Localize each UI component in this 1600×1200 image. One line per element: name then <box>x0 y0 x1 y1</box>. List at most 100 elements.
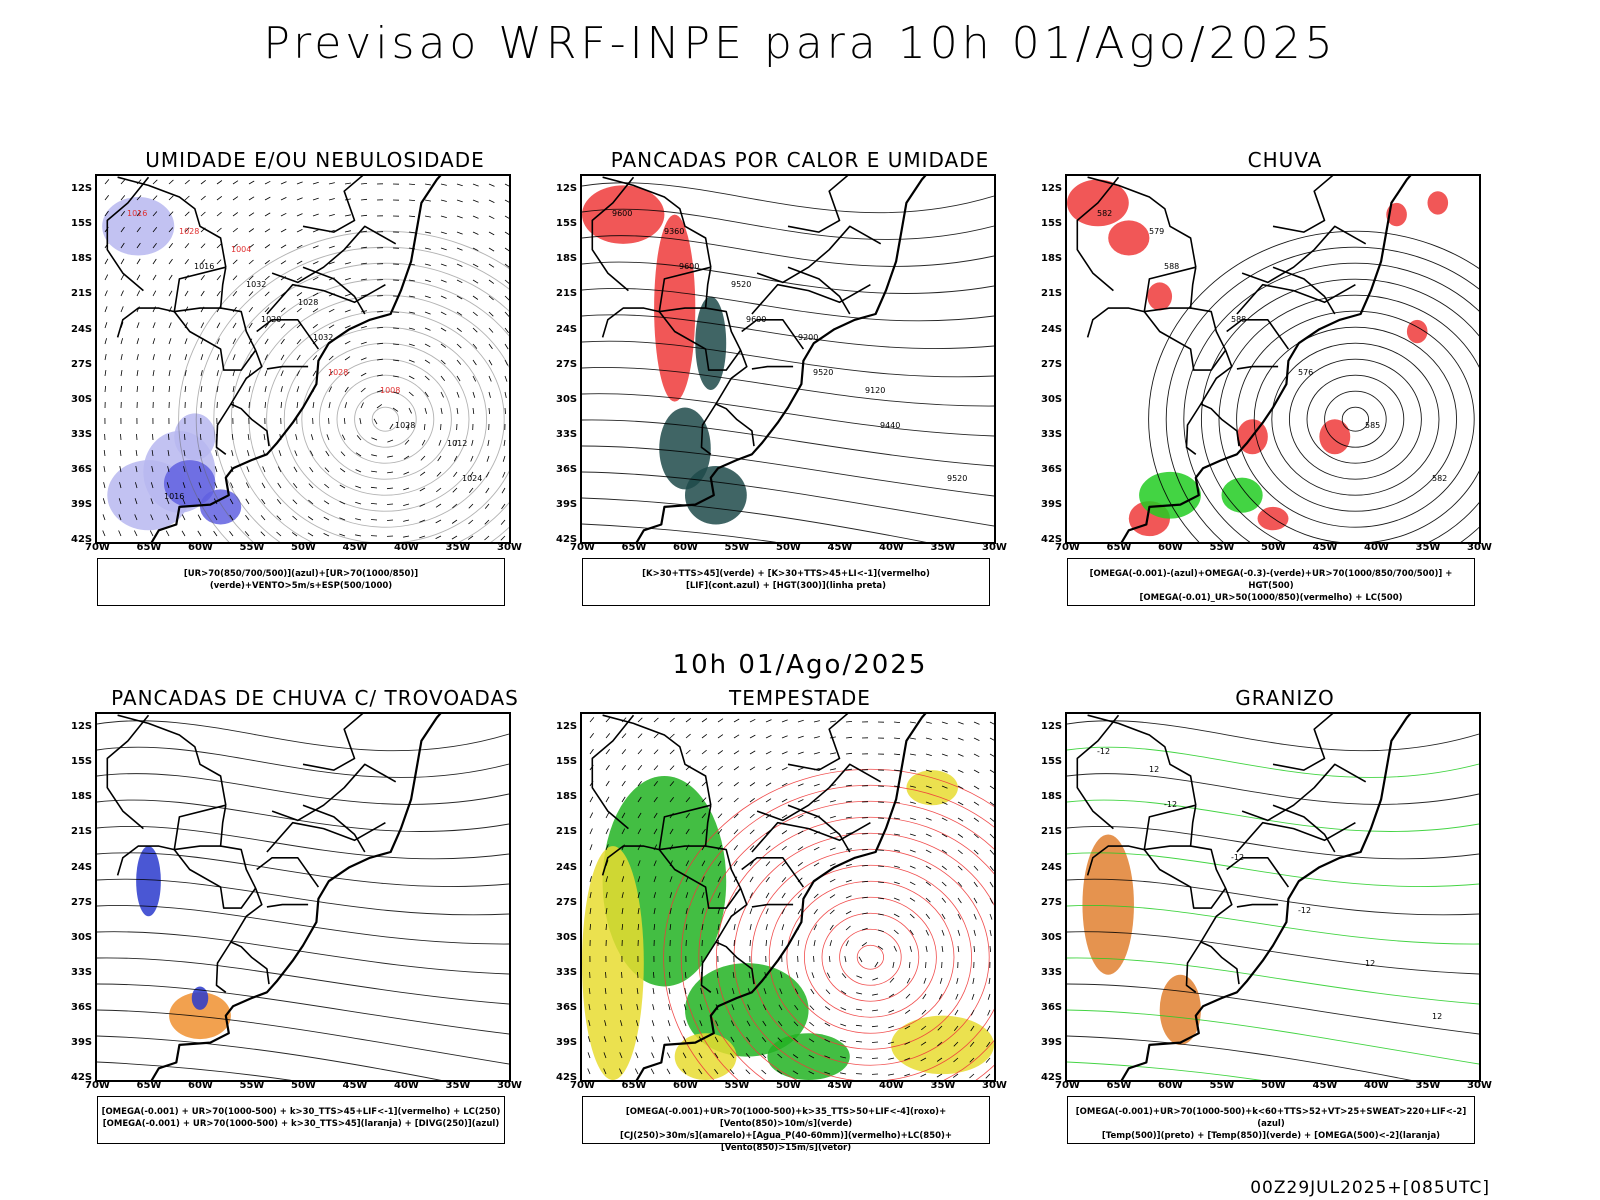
lat-tick-label: 24S <box>556 861 578 873</box>
panel-legend: [UR>70(850/700/500)](azul)+[UR>70(1000/8… <box>97 558 505 606</box>
lon-tick-label: 70W <box>85 1080 110 1091</box>
lat-tick-label: 42S <box>1041 534 1063 545</box>
lon-tick-label: 50W <box>291 1080 316 1091</box>
contour-label: 588 <box>1164 262 1179 271</box>
lat-tick-label: 39S <box>71 498 93 510</box>
contour-label: 1008 <box>380 386 400 395</box>
lat-tick-label: 15S <box>1041 756 1063 768</box>
lat-tick-label: 24S <box>71 861 93 873</box>
lat-tick-label: 21S <box>1041 826 1063 838</box>
lat-tick-label: 42S <box>556 1072 578 1083</box>
lon-tick-label: 70W <box>1055 1080 1080 1091</box>
panel-legend: [OMEGA(-0.001)+UR>70(1000-500)+k<60+TTS>… <box>1067 1096 1475 1144</box>
contour-lines <box>178 230 509 542</box>
panel-title: PANCADAS POR CALOR E UMIDADE <box>610 148 990 172</box>
lat-tick-label: 18S <box>71 791 93 803</box>
legend-line: [OMEGA(-0.001) + UR>70(1000-500) + k>30_… <box>102 1119 500 1129</box>
field-shade <box>102 197 175 256</box>
contour-label: 9440 <box>880 421 900 430</box>
coastline-borders <box>591 176 927 542</box>
lat-tick-label: 12S <box>1041 183 1063 195</box>
lon-tick-label: 65W <box>621 542 647 553</box>
contour-label: -12 <box>1298 906 1311 915</box>
lat-tick-label: 18S <box>556 791 578 803</box>
lon-tick-label: 65W <box>136 1080 162 1091</box>
legend-line: [CJ(250)>30m/s](amarelo)+[Agua_P(40-60mm… <box>619 1131 953 1153</box>
field-shade <box>1221 477 1263 513</box>
lon-tick-label: 55W <box>724 1080 750 1091</box>
lon-tick-label: 55W <box>724 542 750 553</box>
lon-tick-label: 35W <box>930 1080 956 1091</box>
contour-label: 1016 <box>127 209 147 218</box>
lat-tick-label: 30S <box>556 393 578 405</box>
panel-legend: [OMEGA(-0.001) + UR>70(1000-500) + k>30_… <box>97 1096 505 1144</box>
field-shade <box>136 846 161 917</box>
lat-tick-label: 27S <box>1041 896 1063 908</box>
lon-tick-label: 45W <box>342 542 368 553</box>
contour-label: -12 <box>1097 747 1110 756</box>
map-frame <box>95 712 511 1082</box>
lon-tick-label: 50W <box>291 542 316 553</box>
field-shade <box>1147 282 1173 311</box>
lon-tick-label: 50W <box>1261 542 1286 553</box>
coastline-borders <box>1076 176 1412 542</box>
lat-tick-label: 36S <box>556 1001 578 1013</box>
lon-tick-label: 65W <box>1106 542 1132 553</box>
lon-tick-label: 65W <box>1106 1080 1132 1091</box>
contour-label: 9200 <box>798 333 818 342</box>
lat-tick-label: 42S <box>1041 1072 1063 1083</box>
lat-tick-label: 27S <box>71 896 93 908</box>
contour-lines <box>663 768 994 1080</box>
lat-tick-label: 33S <box>71 966 93 978</box>
contour-lines <box>1067 720 1479 1080</box>
contour-label: 1032 <box>246 280 266 289</box>
lat-tick-label: 18S <box>1041 253 1063 265</box>
contour-label: 9520 <box>813 368 833 377</box>
contour-label: 9520 <box>947 474 967 483</box>
lon-tick-label: 45W <box>827 1080 853 1091</box>
contour-lines <box>1148 230 1479 542</box>
lon-tick-label: 60W <box>1158 1080 1183 1091</box>
coastline-borders <box>1076 714 1412 1080</box>
field-shade <box>1406 319 1428 344</box>
lon-tick-label: 60W <box>673 542 698 553</box>
legend-line: [OMEGA(-0.001)+UR>70(1000-500)+k>35_TTS>… <box>625 1107 947 1129</box>
panel-tempestade: TEMPESTADE 12S 15S 18S 21S 24S 27S 30S 33S 36S 39S… <box>556 686 1020 1156</box>
panel-legend: [OMEGA(-0.001)-(azul)+OMEGA(-0.3)-(verde… <box>1067 558 1475 606</box>
lat-tick-label: 30S <box>1041 393 1063 405</box>
contour-label: 1020 <box>261 315 281 324</box>
field-shade <box>685 465 747 525</box>
lat-tick-label: 30S <box>1041 931 1063 943</box>
lat-tick-label: 27S <box>556 896 578 908</box>
lon-tick-label: 30W <box>497 542 522 553</box>
panel-title: CHUVA <box>1247 148 1323 172</box>
contour-label: 9120 <box>865 386 885 395</box>
lat-tick-label: 15S <box>71 756 93 768</box>
panel-legend: [K>30+TTS>45](verde) + [K>30+TTS>45+LI<-… <box>582 558 990 606</box>
panel-umidade: UMIDADE E/OU NEBULOSIDADE 1016 1016 1020 102… <box>71 148 535 608</box>
contour-label: 12 <box>1432 1012 1442 1021</box>
legend-line: [OMEGA(-0.01)_UR>50(1000/850)(vermelho) … <box>1139 593 1403 603</box>
contour-label: 1028 <box>179 227 199 236</box>
field-shade <box>767 1033 850 1080</box>
field-shade <box>891 1015 994 1075</box>
lon-tick-label: 65W <box>136 542 162 553</box>
lat-tick-label: 12S <box>71 183 93 195</box>
lon-tick-label: 70W <box>570 1080 595 1091</box>
legend-line: [K>30+TTS>45](verde) + [K>30+TTS>45+LI<-… <box>642 569 930 579</box>
panel-pancadas-calor: PANCADAS POR CALOR E UMIDADE 9600 9600 9600… <box>556 148 1020 608</box>
map-frame: 9600 9600 9600 9520 9440 9520 9360 9520 9200 9120 <box>580 174 996 544</box>
lon-tick-label: 55W <box>1209 542 1235 553</box>
lon-tick-label: 55W <box>239 1080 265 1091</box>
contour-label: 9600 <box>612 209 632 218</box>
contour-label: -12 <box>1164 800 1177 809</box>
lat-tick-label: 12S <box>1041 721 1063 733</box>
field-shade <box>191 986 209 1010</box>
wind-vectors <box>102 179 509 541</box>
contour-lines <box>97 720 509 1080</box>
lon-tick-label: 35W <box>1415 1080 1441 1091</box>
field-shade <box>659 407 711 490</box>
contour-label: 9600 <box>679 262 699 271</box>
lon-tick-label: 60W <box>188 542 213 553</box>
legend-line: [OMEGA(-0.001)+UR>70(1000-500)+k<60+TTS>… <box>1075 1107 1467 1129</box>
